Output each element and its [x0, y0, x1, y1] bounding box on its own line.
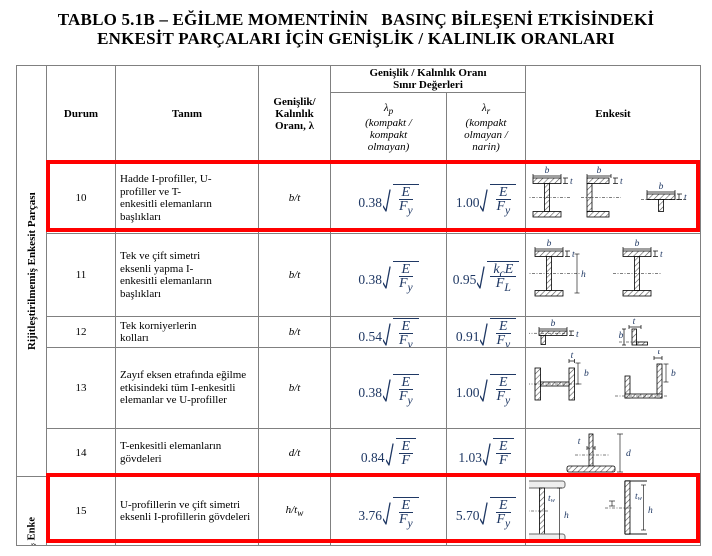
svg-text:t: t — [570, 177, 573, 187]
svg-text:tw: tw — [635, 492, 643, 502]
svg-text:h: h — [581, 270, 586, 280]
svg-text:h: h — [564, 511, 569, 521]
svg-text:h: h — [648, 506, 653, 516]
svg-text:t: t — [572, 250, 575, 260]
svg-text:b: b — [545, 166, 550, 176]
svg-text:t: t — [633, 317, 636, 327]
svg-text:t: t — [578, 437, 581, 447]
svg-text:b: b — [659, 182, 664, 192]
svg-text:t: t — [571, 351, 574, 361]
svg-text:b: b — [584, 369, 589, 379]
svg-text:b: b — [547, 239, 552, 249]
svg-text:tw: tw — [548, 494, 556, 504]
svg-text:b: b — [619, 331, 624, 341]
svg-text:t: t — [684, 193, 687, 203]
svg-text:b: b — [551, 319, 556, 329]
svg-text:t: t — [658, 350, 661, 357]
svg-text:t: t — [576, 330, 579, 340]
svg-text:t: t — [620, 177, 623, 187]
svg-text:b: b — [597, 166, 602, 176]
svg-text:t: t — [660, 250, 663, 260]
svg-text:b: b — [671, 369, 676, 379]
svg-text:b: b — [635, 239, 640, 249]
svg-text:d: d — [626, 449, 631, 459]
